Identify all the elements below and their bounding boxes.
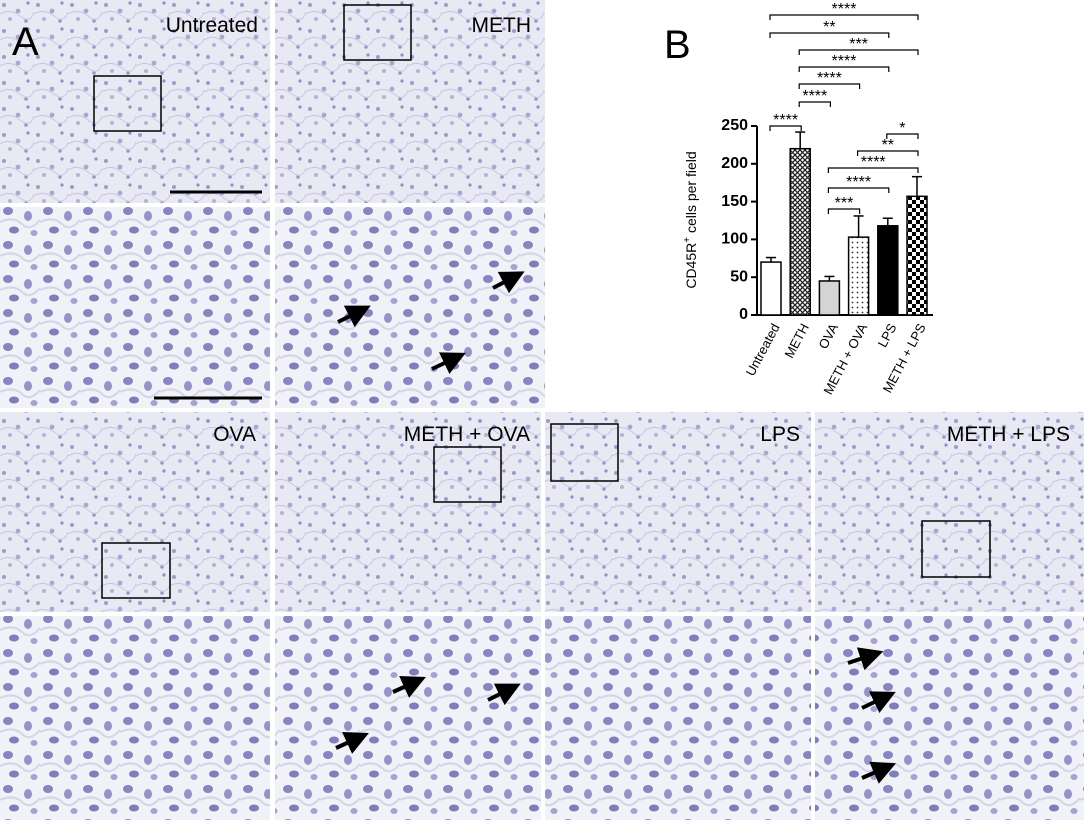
bar xyxy=(847,236,870,316)
inset-boxes xyxy=(93,4,991,599)
micrograph xyxy=(815,616,1084,820)
micrograph xyxy=(0,0,270,203)
significance-label: **** xyxy=(802,88,827,105)
micrograph xyxy=(0,412,270,612)
y-tick-label: 200 xyxy=(721,155,748,172)
significance-label: **** xyxy=(817,70,842,87)
micrograph xyxy=(275,207,545,408)
significance-bracket xyxy=(827,167,919,173)
micrograph xyxy=(275,412,541,612)
x-tick-label: METH xyxy=(781,321,812,361)
micrograph xyxy=(275,616,541,820)
significance-bracket xyxy=(886,133,919,139)
significance-label: * xyxy=(899,120,905,137)
y-label-text: CD45R xyxy=(683,243,699,289)
micrograph xyxy=(815,412,1084,612)
panel-label: A xyxy=(12,20,39,64)
significance-label: ** xyxy=(882,137,894,154)
micrograph xyxy=(545,412,811,612)
x-tick-label: LPS xyxy=(875,321,900,350)
y-tick-label: 0 xyxy=(739,306,748,323)
image-label: OVA xyxy=(213,423,256,446)
y-tick-label: 50 xyxy=(730,268,748,285)
bar xyxy=(877,225,899,316)
y-axis-title: CD45R+ cells per field xyxy=(682,151,699,288)
bar xyxy=(789,147,811,316)
x-tick-label: Untreated xyxy=(743,321,783,378)
significance-label: **** xyxy=(773,112,798,129)
significance-label: *** xyxy=(835,195,854,212)
y-tick-label: 150 xyxy=(721,193,748,210)
arrows xyxy=(335,271,897,784)
image-label: METH xyxy=(472,14,532,37)
image-label: METH + LPS xyxy=(947,423,1070,446)
scale-bars xyxy=(154,190,262,400)
significance-label: ** xyxy=(823,19,835,36)
significance-bracket xyxy=(798,83,861,89)
significance-label: **** xyxy=(846,174,871,191)
micrograph xyxy=(0,207,270,408)
significance-label: **** xyxy=(861,154,886,171)
panel-label: B xyxy=(664,23,691,67)
significance-bracket xyxy=(827,208,861,214)
bar xyxy=(760,261,782,316)
y-label-sup: + xyxy=(682,237,693,243)
micrograph xyxy=(0,616,270,820)
significance-bracket xyxy=(798,66,890,72)
significance-bracket xyxy=(769,32,890,38)
y-label-suffix: cells per field xyxy=(683,151,699,237)
micrograph xyxy=(275,0,545,203)
significance-bracket xyxy=(827,187,890,193)
x-tick-label: OVA xyxy=(815,321,841,352)
bar-chart: CD45R+ cells per field 0 50 100 150 200 250 Un… xyxy=(682,1,933,397)
image-label: LPS xyxy=(760,423,800,446)
bar xyxy=(906,195,928,316)
significance-label: *** xyxy=(849,36,868,53)
micrograph xyxy=(545,616,811,820)
y-tick-label: 250 xyxy=(721,117,748,134)
significance-label: **** xyxy=(832,53,857,70)
bar xyxy=(818,280,841,316)
significance-bracket xyxy=(769,125,802,131)
significance-bracket xyxy=(857,150,919,156)
image-label: METH + OVA xyxy=(404,423,530,446)
image-label: Untreated xyxy=(166,14,258,37)
significance-bracket xyxy=(769,14,919,20)
significance-bracket xyxy=(798,101,831,107)
y-tick-label: 100 xyxy=(721,231,748,248)
significance-bracket xyxy=(798,49,919,55)
significance-label: **** xyxy=(832,1,857,18)
